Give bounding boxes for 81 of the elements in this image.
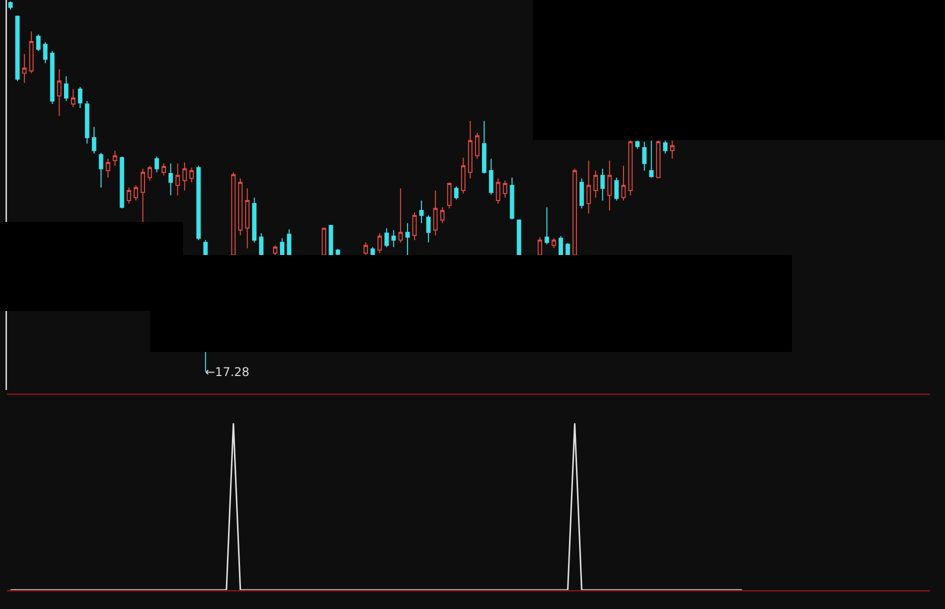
candlestick: [538, 236, 542, 256]
candlestick: [43, 42, 48, 64]
candlestick: [50, 50, 54, 104]
candlestick: [628, 140, 633, 196]
candlestick: [593, 170, 598, 198]
candlestick: [384, 228, 389, 248]
candlestick: [607, 160, 612, 212]
candlestick: [398, 188, 403, 243]
candlestick: [579, 178, 584, 209]
candlestick: [433, 190, 438, 236]
candlestick: [447, 182, 452, 209]
candlestick: [412, 212, 417, 241]
candlestick: [426, 214, 431, 243]
candlestick: [621, 165, 626, 202]
candlestick: [280, 238, 284, 256]
candlestick: [586, 160, 591, 214]
candlestick: [70, 88, 76, 108]
candlestick: [231, 172, 236, 256]
candlestick: [84, 100, 90, 144]
candlestick: [259, 232, 264, 256]
candlestick: [566, 242, 570, 256]
candlestick: [134, 184, 138, 202]
candlestick: [175, 163, 180, 196]
candlestick: [454, 186, 459, 200]
candlestick: [182, 162, 187, 192]
candlestick: [663, 140, 668, 154]
candlestick: [502, 180, 508, 198]
candlestick: [642, 141, 647, 172]
candlestick: [328, 224, 334, 256]
candlestick: [126, 187, 132, 204]
candlestick: [475, 132, 480, 160]
candlestick: [461, 157, 466, 194]
candlestick: [238, 178, 243, 236]
candlestick: [496, 178, 500, 204]
candlestick: [64, 76, 68, 102]
candlestick: [488, 158, 494, 196]
candlestick: [252, 197, 256, 243]
candlestick: [544, 206, 550, 245]
candlestick: [391, 230, 396, 248]
candlestick: [245, 188, 250, 249]
candlestick: [78, 86, 82, 109]
candlestick: [29, 30, 34, 74]
candlestick: [552, 238, 556, 249]
candlestick: [635, 140, 640, 150]
candlestick: [656, 140, 661, 178]
candlestick: [510, 177, 514, 220]
candlestick: [336, 248, 340, 256]
candlestick: [168, 163, 173, 196]
candlestick: [370, 246, 375, 256]
candlestick: [482, 120, 486, 174]
candlestick: [189, 167, 194, 183]
candlestick: [419, 200, 424, 224]
candlestick: [8, 0, 13, 10]
candlestick: [614, 177, 619, 202]
candlestick: [112, 150, 118, 166]
annotation: ←17.28: [205, 365, 250, 379]
candlestick: [440, 206, 445, 224]
candlestick: [286, 228, 292, 256]
candlestick: [670, 140, 674, 160]
candlestick: [649, 140, 654, 178]
candlestick: [22, 54, 27, 84]
candlestick: [364, 242, 368, 256]
candlestick: [162, 163, 166, 176]
candlestick: [154, 156, 159, 173]
candlestick: [600, 168, 605, 202]
candlestick: [468, 120, 472, 179]
candlestick: [405, 222, 410, 256]
candlestick: [377, 232, 382, 254]
candlestick: [36, 34, 41, 52]
candlestick: [572, 168, 577, 256]
candlestick: [98, 152, 104, 188]
candlestick: [558, 236, 564, 256]
candlestick: [196, 165, 201, 241]
candlestick: [120, 156, 124, 209]
candlestick: [92, 126, 96, 154]
candlestick: [148, 165, 152, 182]
candlestick: [57, 68, 62, 116]
candlestick: [272, 244, 278, 256]
candlestick: [15, 15, 20, 82]
candlestick: [140, 168, 146, 223]
candlestick: [106, 158, 110, 178]
